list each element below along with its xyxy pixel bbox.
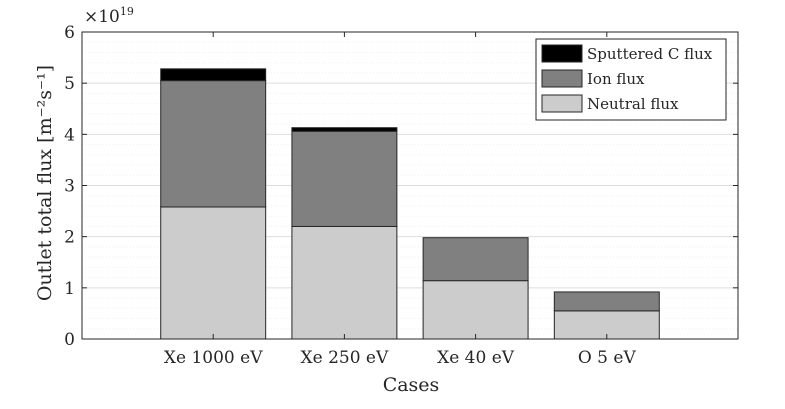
x-tick-label: Xe 40 eV bbox=[437, 348, 515, 368]
bar-segment-neutral-flux-1 bbox=[160, 206, 267, 340]
y-tick-label: 1 bbox=[64, 279, 75, 299]
legend-label: Sputtered C flux bbox=[587, 45, 713, 63]
y-axis-label: Outlet total flux [m⁻²s⁻¹] bbox=[34, 65, 56, 301]
y-axis-ticks: 0 1 2 3 4 5 6 bbox=[64, 23, 738, 350]
bar-segment-neutral-flux-2 bbox=[291, 225, 398, 340]
x-tick-label: O 5 eV bbox=[578, 348, 637, 368]
legend: Sputtered C flux Ion flux Neutral flux bbox=[535, 38, 727, 121]
bar-segment-ion-flux-1 bbox=[160, 80, 267, 208]
bar-segment-sputtered-c-flux-1 bbox=[160, 68, 267, 82]
y-axis-exponent-power: 19 bbox=[120, 5, 134, 18]
y-tick-label: 2 bbox=[64, 228, 75, 248]
y-axis-exponent: ×1019 bbox=[84, 5, 134, 27]
y-tick-label: 6 bbox=[64, 23, 75, 43]
bars-group bbox=[160, 68, 660, 340]
legend-swatch bbox=[541, 44, 583, 63]
y-axis-exponent-base: ×10 bbox=[84, 7, 120, 27]
bar-segment-ion-flux-3 bbox=[422, 237, 529, 282]
x-axis-ticks: Xe 1000 eV Xe 250 eV Xe 40 eV O 5 eV bbox=[164, 32, 637, 368]
y-tick-label: 5 bbox=[64, 74, 75, 94]
legend-label: Ion flux bbox=[587, 70, 645, 88]
y-tick-label: 4 bbox=[64, 125, 75, 145]
legend-label: Neutral flux bbox=[587, 95, 679, 113]
bar-segment-sputtered-c-flux-2 bbox=[291, 127, 398, 132]
bar-segment-ion-flux-4 bbox=[553, 291, 660, 312]
legend-swatch bbox=[541, 94, 583, 113]
legend-swatch bbox=[541, 69, 583, 88]
x-axis-label: Cases bbox=[383, 374, 440, 396]
x-tick-label: Xe 250 eV bbox=[301, 348, 389, 368]
y-tick-label: 0 bbox=[64, 330, 75, 350]
bar-segment-ion-flux-2 bbox=[291, 130, 398, 227]
y-tick-label: 3 bbox=[64, 177, 75, 197]
bar-segment-neutral-flux-3 bbox=[422, 280, 529, 340]
x-tick-label: Xe 1000 eV bbox=[164, 348, 263, 368]
